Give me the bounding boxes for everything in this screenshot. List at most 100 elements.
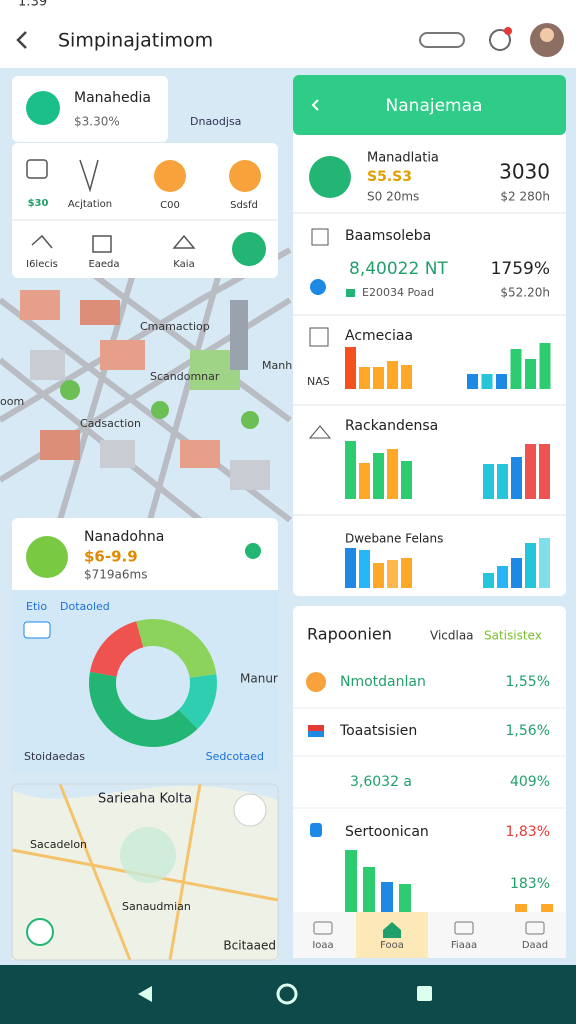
bar bbox=[497, 464, 508, 499]
route-card bbox=[11, 783, 279, 961]
item-detail: $52.20h bbox=[500, 286, 550, 300]
row-value: 1,56% bbox=[506, 723, 550, 739]
nav-label[interactable]: Ioaa bbox=[312, 940, 333, 951]
system-nav bbox=[0, 965, 576, 1024]
bar bbox=[387, 560, 398, 588]
map-button[interactable] bbox=[23, 621, 51, 639]
bar bbox=[381, 882, 393, 912]
item-detail: E20034 Poad bbox=[362, 286, 434, 299]
map-place: Stoidaedas bbox=[24, 750, 85, 763]
row-name: 3,6032 a bbox=[350, 774, 412, 790]
bar bbox=[539, 538, 550, 588]
bar bbox=[373, 563, 384, 588]
item-amount: 1759% bbox=[491, 259, 550, 279]
action-icon[interactable] bbox=[172, 234, 196, 249]
bar bbox=[359, 463, 370, 499]
action-label[interactable]: C00 bbox=[160, 200, 180, 211]
map-tab[interactable]: Dotaoled bbox=[60, 600, 110, 613]
section-title: Dwebane Felans bbox=[345, 532, 443, 546]
compass-button[interactable] bbox=[233, 793, 267, 827]
summary-card[interactable] bbox=[12, 76, 168, 142]
nav-label[interactable]: Fiaaa bbox=[451, 940, 477, 951]
row-value: 409% bbox=[510, 774, 550, 790]
action-icon[interactable] bbox=[154, 160, 186, 192]
action-icon[interactable] bbox=[232, 232, 266, 266]
bar bbox=[401, 365, 412, 389]
map-label: Dnaodjsa bbox=[190, 115, 241, 128]
system-home[interactable] bbox=[276, 983, 298, 1005]
bar bbox=[359, 550, 370, 588]
action-icon[interactable] bbox=[26, 159, 48, 179]
nav-icon[interactable] bbox=[313, 921, 333, 935]
card-title: Sarieaha Kolta bbox=[98, 792, 192, 807]
action-label[interactable]: Kaia bbox=[173, 259, 194, 270]
bottom-nav bbox=[293, 912, 566, 958]
nav-icon[interactable] bbox=[454, 921, 474, 935]
map-place: oom bbox=[0, 395, 24, 408]
nav-icon[interactable] bbox=[525, 921, 545, 935]
panel-header bbox=[293, 75, 566, 135]
home-icon[interactable] bbox=[383, 922, 401, 938]
map-place: Manur bbox=[240, 672, 278, 686]
action-label[interactable]: Eaeda bbox=[88, 259, 119, 270]
card-title: Manahedia bbox=[74, 90, 151, 106]
bar bbox=[345, 548, 356, 588]
header-bar bbox=[0, 0, 576, 68]
bar bbox=[515, 904, 527, 912]
locate-button[interactable] bbox=[26, 918, 54, 946]
system-recents[interactable] bbox=[417, 986, 432, 1001]
card-subtitle: $719a6ms bbox=[84, 568, 147, 582]
stats-tab[interactable]: Satisistex bbox=[484, 629, 542, 643]
location-area bbox=[120, 827, 176, 883]
bar bbox=[525, 444, 536, 499]
car-icon[interactable] bbox=[419, 32, 465, 48]
map-place: Scandomnar bbox=[150, 370, 220, 383]
action-icon[interactable] bbox=[229, 160, 261, 192]
action-label[interactable]: Sdsfd bbox=[230, 200, 258, 211]
summary-icon bbox=[26, 91, 60, 125]
action-icon[interactable] bbox=[79, 159, 99, 193]
donut-segment bbox=[136, 619, 217, 678]
nav-label[interactable]: Daad bbox=[522, 940, 548, 951]
bar bbox=[401, 461, 412, 499]
nav-label[interactable]: Fooa bbox=[380, 940, 404, 951]
map-tab[interactable]: Etio bbox=[26, 600, 47, 613]
back-button[interactable] bbox=[16, 31, 27, 49]
card-value: $6-9.9 bbox=[84, 548, 138, 566]
action-label[interactable]: Acjtation bbox=[68, 199, 112, 210]
item-detail: S0 20ms bbox=[367, 190, 419, 204]
card-action[interactable] bbox=[245, 543, 261, 559]
row-name: Nmotdanlan bbox=[340, 674, 426, 690]
message-icon[interactable] bbox=[489, 29, 511, 51]
map-place: Sacadelon bbox=[30, 838, 87, 851]
action-icon[interactable] bbox=[92, 235, 112, 253]
bar bbox=[483, 464, 494, 499]
row-value: 183% bbox=[510, 876, 550, 892]
panel-back[interactable] bbox=[311, 99, 319, 111]
bar bbox=[387, 361, 398, 389]
stats-tab[interactable]: Vicdlaa bbox=[430, 629, 474, 643]
item-name: Manadlatia bbox=[367, 151, 439, 166]
action-icon[interactable] bbox=[31, 234, 53, 249]
map-place: Cadsaction bbox=[80, 417, 141, 430]
stats-panel bbox=[293, 606, 566, 958]
action-label[interactable]: I6lecis bbox=[26, 259, 58, 270]
system-back[interactable] bbox=[138, 986, 152, 1002]
row-name: Sertoonican bbox=[345, 824, 429, 840]
donut-card-icon bbox=[26, 536, 68, 578]
bar bbox=[510, 349, 522, 389]
row-value: 1,83% bbox=[506, 824, 550, 840]
bar bbox=[525, 543, 536, 588]
row-icon bbox=[306, 672, 326, 692]
action-label[interactable]: $30 bbox=[28, 198, 49, 209]
card-title: Nanadohna bbox=[84, 529, 164, 545]
bar bbox=[539, 343, 551, 389]
section-title: Rackandensa bbox=[345, 418, 438, 434]
bar bbox=[345, 441, 356, 499]
bar bbox=[401, 558, 412, 588]
bar bbox=[481, 374, 493, 389]
map-place: Sanaudmian bbox=[122, 900, 191, 913]
status-time: 1:39 bbox=[18, 0, 47, 10]
